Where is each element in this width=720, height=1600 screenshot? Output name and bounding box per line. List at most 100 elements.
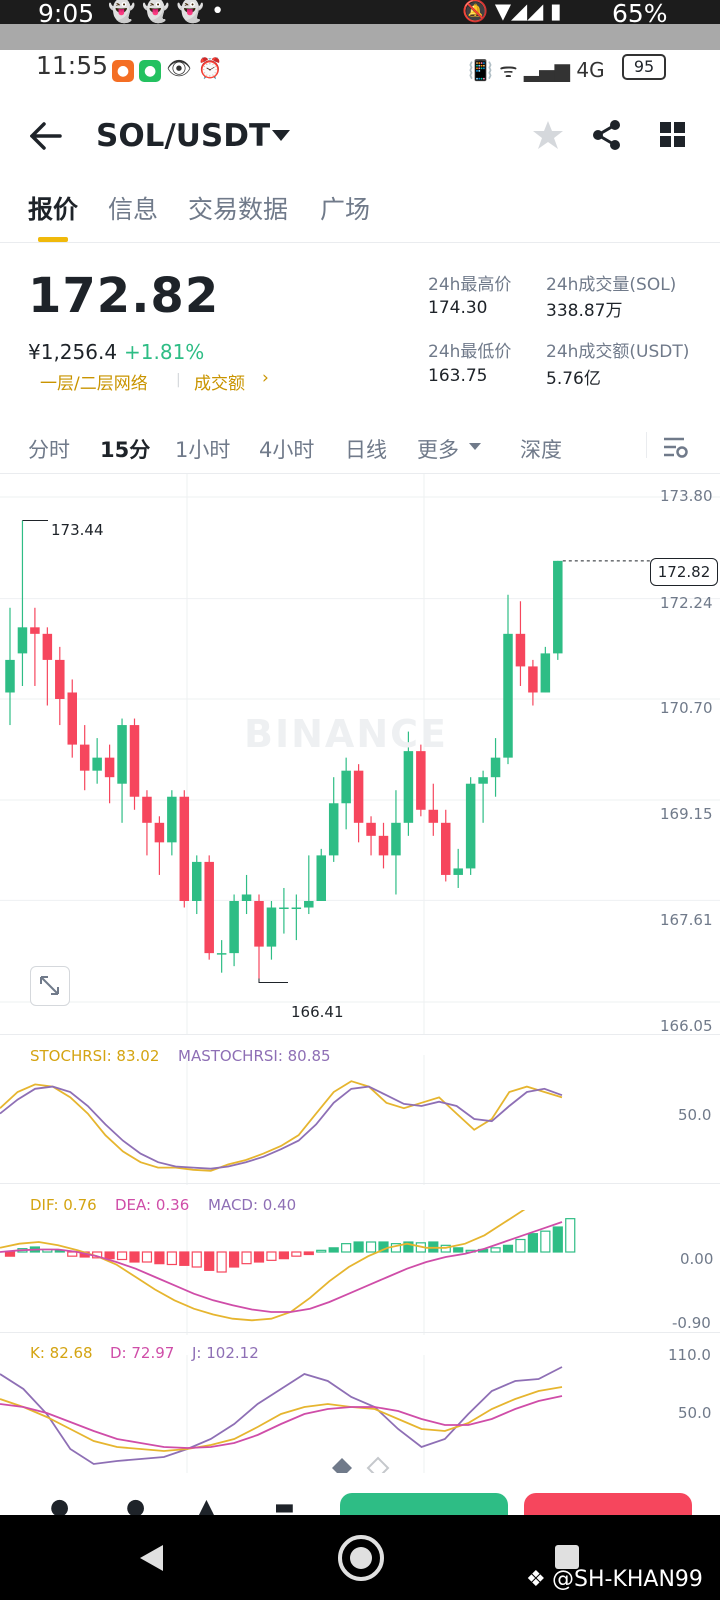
- candle-body: [216, 953, 227, 955]
- nav-home-icon[interactable]: [336, 1533, 386, 1583]
- high-label: 24h最高价: [428, 275, 512, 295]
- candle-body: [104, 757, 115, 778]
- candle-body: [179, 796, 190, 901]
- grid-menu-icon[interactable]: [660, 122, 686, 148]
- interval-time[interactable]: 分时: [28, 438, 70, 462]
- interval-15m[interactable]: 15分: [100, 438, 151, 462]
- candle-body: [503, 633, 513, 758]
- tab-quote[interactable]: 报价: [28, 195, 79, 224]
- interval-4h[interactable]: 4小时: [259, 438, 315, 462]
- candle-body: [79, 744, 90, 771]
- creator-watermark: @SH-KHAN99: [552, 1567, 703, 1592]
- stochrsi-chart: [0, 1055, 563, 1185]
- interval-separator: [646, 432, 647, 458]
- candle-body: [30, 627, 40, 634]
- macd-histogram-bar: [179, 1251, 190, 1266]
- panel-divider: [0, 1332, 720, 1333]
- mastochrsi-label: MASTOCHRSI: 80.85: [178, 1047, 331, 1065]
- active-tab-indicator: [38, 237, 68, 242]
- high-marker-label: 173.44: [51, 521, 104, 539]
- candle-body: [92, 757, 102, 771]
- alert-bell-icon[interactable]: ●: [126, 1495, 146, 1520]
- grid-trade-icon[interactable]: ▬: [274, 1495, 295, 1520]
- system-time: 9:05: [38, 0, 95, 28]
- kdj-d-line: [0, 1395, 563, 1449]
- chevron-right-icon[interactable]: ›: [262, 368, 269, 388]
- candle-body: [378, 835, 389, 856]
- candlestick-chart[interactable]: [0, 474, 720, 1034]
- macd-histogram-bar: [515, 1238, 526, 1253]
- tab-trade-data[interactable]: 交易数据: [188, 195, 289, 224]
- interval-1h[interactable]: 1小时: [175, 438, 231, 462]
- candle-body: [328, 803, 339, 856]
- back-arrow-icon[interactable]: [30, 122, 62, 150]
- amt-label: 24h成交额(USDT): [546, 342, 690, 362]
- macd-histogram-bar: [490, 1247, 501, 1253]
- macd-histogram-bar: [266, 1251, 277, 1261]
- candle-body: [266, 907, 277, 947]
- candle-body: [540, 653, 551, 693]
- app-status-time: 11:55: [36, 51, 109, 80]
- vol-value: 338.87万: [546, 301, 623, 321]
- volume-link[interactable]: 成交额: [194, 374, 245, 394]
- macd-histogram-bar: [141, 1251, 153, 1263]
- stochrsi-line: [0, 1080, 563, 1172]
- chart-settings-icon[interactable]: [662, 435, 688, 459]
- low-value: 163.75: [428, 366, 488, 386]
- mastochrsi-line: [0, 1085, 563, 1170]
- macd-histogram-bar: [129, 1251, 140, 1263]
- more-dropdown-icon[interactable]: [469, 443, 481, 451]
- chart-top-divider: [0, 473, 720, 474]
- macd-histogram-bar: [204, 1251, 215, 1271]
- tabs-divider: [0, 242, 720, 243]
- binance-watermark: BINANCE: [244, 712, 448, 756]
- stochrsi-tick: 50.0: [678, 1106, 712, 1124]
- pair-header: SOL/USDT: [0, 94, 720, 184]
- macd-histogram-bar: [341, 1243, 352, 1253]
- app-badge-icons: ● ● 👁 ⏰: [112, 56, 223, 82]
- nav-recents-icon[interactable]: [555, 1545, 579, 1569]
- candle-body: [490, 757, 501, 778]
- low-marker-label: 166.41: [291, 1003, 344, 1021]
- candle-body: [5, 659, 15, 693]
- expand-chart-button[interactable]: [30, 966, 70, 1006]
- tab-info[interactable]: 信息: [108, 195, 159, 224]
- macd-histogram-bar: [540, 1230, 551, 1253]
- notification-icons: 👻 👻 👻 •: [108, 0, 225, 24]
- separator: |: [176, 372, 181, 388]
- y-tick: 173.80: [660, 487, 713, 505]
- nav-back-icon[interactable]: [137, 1543, 165, 1573]
- more-icon[interactable]: ●: [50, 1495, 70, 1520]
- kdj-tick: 50.0: [678, 1404, 712, 1422]
- interval-depth[interactable]: 深度: [520, 438, 562, 462]
- macd-histogram-bar: [365, 1241, 377, 1253]
- interval-1d[interactable]: 日线: [345, 438, 387, 462]
- pair-title[interactable]: SOL/USDT: [96, 118, 271, 154]
- candle-body: [341, 770, 351, 804]
- chevron-down-icon[interactable]: [272, 130, 290, 142]
- share-icon[interactable]: [592, 120, 622, 150]
- candle-body: [304, 901, 314, 908]
- candle-body: [391, 822, 401, 856]
- candle-body: [204, 861, 214, 954]
- candle-body: [428, 809, 439, 823]
- tab-square[interactable]: 广场: [320, 195, 371, 224]
- candle-body: [55, 659, 65, 699]
- macd-histogram-bar: [216, 1251, 227, 1273]
- category-link[interactable]: 一层/二层网络: [40, 374, 148, 394]
- favorite-star-icon[interactable]: [532, 120, 564, 150]
- candle-body: [353, 770, 364, 823]
- candle-body: [167, 796, 177, 843]
- panel-divider: [0, 1183, 720, 1184]
- candle-body: [416, 751, 426, 810]
- system-status-bar: 9:05 👻 👻 👻 • 🔕 ▼◢◢ ▮ 65%: [0, 0, 720, 50]
- candle-body: [478, 777, 488, 784]
- macd-histogram-bar: [291, 1251, 302, 1257]
- trading-bot-icon[interactable]: ▲: [198, 1495, 215, 1520]
- dea-label: DEA: 0.36: [115, 1196, 190, 1214]
- interval-more[interactable]: 更多: [417, 438, 459, 462]
- amt-value: 5.76亿: [546, 369, 601, 389]
- expand-icon: [40, 976, 59, 995]
- candle-body: [17, 627, 28, 654]
- candle-body: [465, 783, 476, 869]
